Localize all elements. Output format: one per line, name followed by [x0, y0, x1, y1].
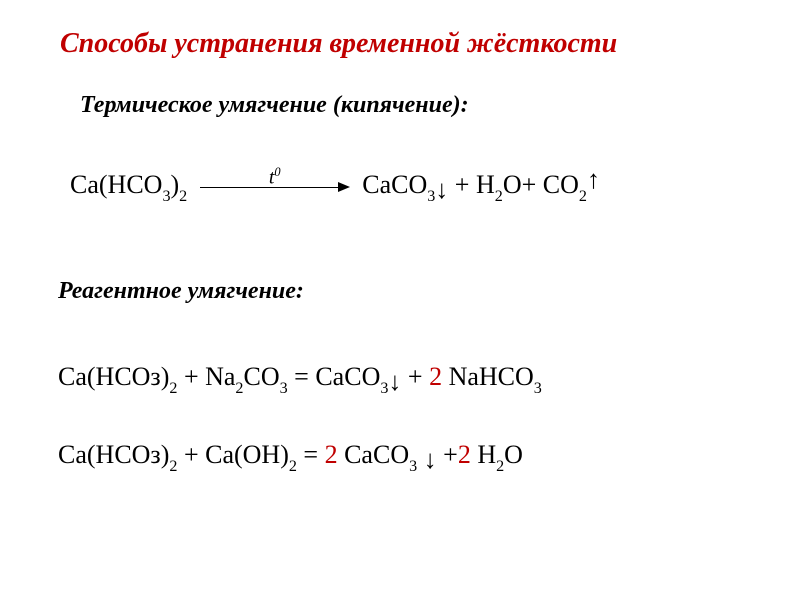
eq2-l2-sub2: 3 [280, 380, 288, 397]
eq2-l2-tail: CO [243, 362, 279, 391]
eq2-r2: NaHCO [449, 362, 534, 391]
eq3-l1: Ca(HCOз) [58, 440, 169, 469]
eq3-eq: = [297, 440, 325, 469]
eq1-sub2: 2 [179, 188, 187, 205]
subheading-thermal: Термическое умягчение (кипячение): [80, 92, 469, 119]
eq3-coef2: 2 [458, 440, 471, 469]
eq3-plus-l: + Ca(OH) [177, 440, 288, 469]
arrow-head-icon [338, 182, 350, 192]
precipitate-icon: ↓ [435, 175, 448, 204]
eq2-r2-sub: 3 [534, 380, 542, 397]
eq2-l1-sub: 2 [169, 380, 177, 397]
gas-icon: ↑ [587, 165, 600, 194]
eq1-p3-sub: 2 [579, 188, 587, 205]
subheading-reagent: Реагентное умягчение: [58, 278, 304, 305]
eq3-r1: CaCO [338, 440, 410, 469]
arrow-line [200, 187, 340, 188]
eq3-r2-tail: O [504, 440, 523, 469]
eq1-p2-tail: O+ CO [503, 170, 579, 199]
eq1-p2-sub: 2 [495, 188, 503, 205]
equation-reagent-2: Ca(HCOз)2 + Ca(OH)2 = 2 CaCO3 ↓ +2 H2O [58, 440, 523, 474]
eq2-l1: Ca(HCOз) [58, 362, 169, 391]
eq1-close: ) [171, 170, 180, 199]
eq3-coef1: 2 [325, 440, 338, 469]
equation-thermal: Ca(HCO3)2 t0 CaCO3↓ + H2O+ CO2↑ [70, 170, 600, 204]
eq2-plus-r: + [401, 362, 429, 391]
eq2-plus-l: + Na [177, 362, 235, 391]
page-title: Способы устранения временной жёсткости [60, 28, 760, 60]
eq3-r1-sub: 3 [409, 458, 417, 475]
eq1-reactant: Ca(HCO [70, 170, 162, 199]
eq3-r2: H [471, 440, 496, 469]
eq3-l2-sub: 2 [289, 458, 297, 475]
precipitate-icon: ↓ [388, 367, 401, 396]
eq2-eq: = [288, 362, 316, 391]
eq1-p1: CaCO [362, 170, 427, 199]
eq3-r2-sub: 2 [496, 458, 504, 475]
eq1-plus1: + H [448, 170, 494, 199]
precipitate-icon: ↓ [417, 445, 437, 474]
eq3-l1-sub: 2 [169, 458, 177, 475]
arrow-label: t0 [269, 165, 281, 190]
equation-reagent-1: Ca(HCOз)2 + Na2CO3 = CaCO3↓ + 2 NaHCO3 [58, 362, 542, 396]
eq1-sub1: 3 [162, 188, 170, 205]
eq2-l2-sub: 2 [235, 380, 243, 397]
eq2-r1: CaCO [315, 362, 380, 391]
eq2-coef: 2 [429, 362, 442, 391]
eq3-plus-r: + [437, 440, 458, 469]
arrow-label-sup: 0 [274, 165, 280, 179]
